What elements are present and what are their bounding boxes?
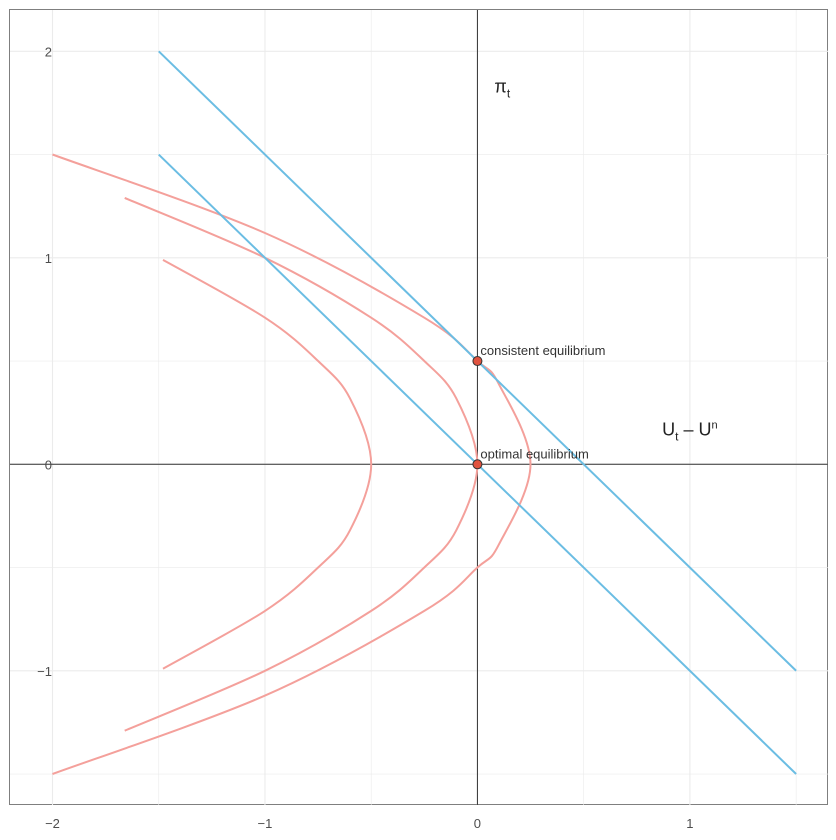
y-tick-label: 2 [45, 44, 52, 59]
x-tick-label: 0 [474, 816, 481, 831]
indifference-curve-3 [52, 153, 532, 775]
y-axis-name: πt [494, 77, 510, 101]
equilibrium-label-1: consistent equilibrium [480, 343, 605, 358]
curves [52, 50, 797, 775]
panel-border [9, 9, 828, 805]
indifference-curve-1 [162, 259, 373, 670]
equilibrium-points: consistent equilibrium optimal equilibriu… [472, 343, 605, 470]
x-tick-label: 1 [686, 816, 693, 831]
equilibrium-label-2: optimal equilibrium [480, 446, 588, 461]
equilibrium-point-1 [472, 356, 483, 367]
tick-labels: −2 −1 0 1 −1 0 1 2 [37, 44, 693, 831]
y-tick-label: 0 [45, 457, 52, 472]
grid [10, 10, 828, 805]
x-tick-label: −1 [258, 816, 273, 831]
y-tick-label: −1 [37, 664, 52, 679]
x-tick-label: −2 [45, 816, 60, 831]
y-tick-label: 1 [45, 251, 52, 266]
axis-lines [10, 10, 828, 805]
x-axis-name: Ut – Un [662, 419, 717, 443]
equilibrium-point-2 [472, 459, 483, 470]
